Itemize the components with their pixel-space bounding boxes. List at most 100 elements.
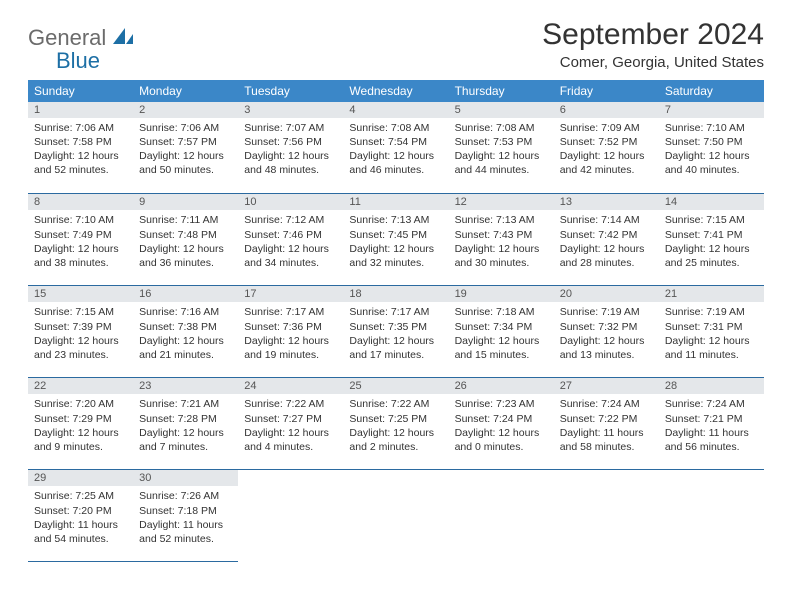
daylight-text: Daylight: 12 hours and 46 minutes.: [349, 149, 442, 177]
sunset-text: Sunset: 7:38 PM: [139, 320, 232, 334]
day-body: Sunrise: 7:17 AMSunset: 7:35 PMDaylight:…: [343, 302, 448, 368]
calendar-cell: [449, 470, 554, 562]
sunrise-text: Sunrise: 7:21 AM: [139, 397, 232, 411]
calendar-week-row: 22Sunrise: 7:20 AMSunset: 7:29 PMDayligh…: [28, 378, 764, 470]
calendar-cell: 28Sunrise: 7:24 AMSunset: 7:21 PMDayligh…: [659, 378, 764, 470]
day-number: 5: [449, 102, 554, 118]
sunrise-text: Sunrise: 7:10 AM: [665, 121, 758, 135]
day-body: Sunrise: 7:15 AMSunset: 7:41 PMDaylight:…: [659, 210, 764, 276]
daylight-text: Daylight: 12 hours and 48 minutes.: [244, 149, 337, 177]
sunset-text: Sunset: 7:56 PM: [244, 135, 337, 149]
sunrise-text: Sunrise: 7:24 AM: [560, 397, 653, 411]
day-number: 24: [238, 378, 343, 394]
sunrise-text: Sunrise: 7:13 AM: [455, 213, 548, 227]
day-body: Sunrise: 7:08 AMSunset: 7:54 PMDaylight:…: [343, 118, 448, 184]
daylight-text: Daylight: 12 hours and 36 minutes.: [139, 242, 232, 270]
daylight-text: Daylight: 12 hours and 40 minutes.: [665, 149, 758, 177]
sunrise-text: Sunrise: 7:08 AM: [455, 121, 548, 135]
calendar-cell: 7Sunrise: 7:10 AMSunset: 7:50 PMDaylight…: [659, 102, 764, 194]
day-body: Sunrise: 7:16 AMSunset: 7:38 PMDaylight:…: [133, 302, 238, 368]
calendar-cell: 27Sunrise: 7:24 AMSunset: 7:22 PMDayligh…: [554, 378, 659, 470]
calendar-cell: 8Sunrise: 7:10 AMSunset: 7:49 PMDaylight…: [28, 194, 133, 286]
day-body: Sunrise: 7:17 AMSunset: 7:36 PMDaylight:…: [238, 302, 343, 368]
day-number: 19: [449, 286, 554, 302]
daylight-text: Daylight: 12 hours and 50 minutes.: [139, 149, 232, 177]
day-number: 1: [28, 102, 133, 118]
day-body: Sunrise: 7:11 AMSunset: 7:48 PMDaylight:…: [133, 210, 238, 276]
daylight-text: Daylight: 12 hours and 28 minutes.: [560, 242, 653, 270]
daylight-text: Daylight: 12 hours and 42 minutes.: [560, 149, 653, 177]
daylight-text: Daylight: 12 hours and 25 minutes.: [665, 242, 758, 270]
day-number: 30: [133, 470, 238, 486]
sunrise-text: Sunrise: 7:06 AM: [34, 121, 127, 135]
day-number: 23: [133, 378, 238, 394]
day-body: Sunrise: 7:21 AMSunset: 7:28 PMDaylight:…: [133, 394, 238, 460]
daylight-text: Daylight: 12 hours and 23 minutes.: [34, 334, 127, 362]
sunset-text: Sunset: 7:41 PM: [665, 228, 758, 242]
daylight-text: Daylight: 12 hours and 4 minutes.: [244, 426, 337, 454]
sunrise-text: Sunrise: 7:25 AM: [34, 489, 127, 503]
sunrise-text: Sunrise: 7:17 AM: [349, 305, 442, 319]
day-number: 11: [343, 194, 448, 210]
day-number: 16: [133, 286, 238, 302]
calendar-cell: 20Sunrise: 7:19 AMSunset: 7:32 PMDayligh…: [554, 286, 659, 378]
calendar-cell: 30Sunrise: 7:26 AMSunset: 7:18 PMDayligh…: [133, 470, 238, 562]
sunrise-text: Sunrise: 7:16 AM: [139, 305, 232, 319]
daylight-text: Daylight: 11 hours and 58 minutes.: [560, 426, 653, 454]
calendar-cell: 22Sunrise: 7:20 AMSunset: 7:29 PMDayligh…: [28, 378, 133, 470]
logo-text-blue: Blue: [56, 51, 135, 72]
daylight-text: Daylight: 12 hours and 44 minutes.: [455, 149, 548, 177]
day-number: 27: [554, 378, 659, 394]
daylight-text: Daylight: 12 hours and 30 minutes.: [455, 242, 548, 270]
day-body: Sunrise: 7:22 AMSunset: 7:25 PMDaylight:…: [343, 394, 448, 460]
calendar-cell: [343, 470, 448, 562]
day-body: Sunrise: 7:25 AMSunset: 7:20 PMDaylight:…: [28, 486, 133, 552]
sunset-text: Sunset: 7:58 PM: [34, 135, 127, 149]
sunset-text: Sunset: 7:31 PM: [665, 320, 758, 334]
day-number: 10: [238, 194, 343, 210]
sunset-text: Sunset: 7:39 PM: [34, 320, 127, 334]
day-body: Sunrise: 7:12 AMSunset: 7:46 PMDaylight:…: [238, 210, 343, 276]
day-number: 7: [659, 102, 764, 118]
day-body: Sunrise: 7:19 AMSunset: 7:31 PMDaylight:…: [659, 302, 764, 368]
weekday-header: Sunday: [28, 80, 133, 102]
day-body: Sunrise: 7:10 AMSunset: 7:50 PMDaylight:…: [659, 118, 764, 184]
daylight-text: Daylight: 12 hours and 21 minutes.: [139, 334, 232, 362]
day-number: 22: [28, 378, 133, 394]
sunset-text: Sunset: 7:45 PM: [349, 228, 442, 242]
sunrise-text: Sunrise: 7:22 AM: [244, 397, 337, 411]
day-number: 17: [238, 286, 343, 302]
daylight-text: Daylight: 12 hours and 15 minutes.: [455, 334, 548, 362]
sunset-text: Sunset: 7:24 PM: [455, 412, 548, 426]
daylight-text: Daylight: 12 hours and 52 minutes.: [34, 149, 127, 177]
calendar-cell: 12Sunrise: 7:13 AMSunset: 7:43 PMDayligh…: [449, 194, 554, 286]
sunset-text: Sunset: 7:48 PM: [139, 228, 232, 242]
day-body: Sunrise: 7:06 AMSunset: 7:58 PMDaylight:…: [28, 118, 133, 184]
weekday-header: Wednesday: [343, 80, 448, 102]
day-body: Sunrise: 7:09 AMSunset: 7:52 PMDaylight:…: [554, 118, 659, 184]
daylight-text: Daylight: 12 hours and 0 minutes.: [455, 426, 548, 454]
daylight-text: Daylight: 12 hours and 9 minutes.: [34, 426, 127, 454]
sunset-text: Sunset: 7:36 PM: [244, 320, 337, 334]
header: General Blue September 2024 Comer, Georg…: [28, 18, 764, 72]
calendar-cell: 5Sunrise: 7:08 AMSunset: 7:53 PMDaylight…: [449, 102, 554, 194]
weekday-header: Thursday: [449, 80, 554, 102]
weekday-header: Friday: [554, 80, 659, 102]
calendar-cell: 1Sunrise: 7:06 AMSunset: 7:58 PMDaylight…: [28, 102, 133, 194]
sunset-text: Sunset: 7:57 PM: [139, 135, 232, 149]
sunset-text: Sunset: 7:32 PM: [560, 320, 653, 334]
sunrise-text: Sunrise: 7:17 AM: [244, 305, 337, 319]
sunrise-text: Sunrise: 7:06 AM: [139, 121, 232, 135]
day-number: 12: [449, 194, 554, 210]
day-body: Sunrise: 7:13 AMSunset: 7:43 PMDaylight:…: [449, 210, 554, 276]
sunrise-text: Sunrise: 7:18 AM: [455, 305, 548, 319]
calendar-cell: 25Sunrise: 7:22 AMSunset: 7:25 PMDayligh…: [343, 378, 448, 470]
sunrise-text: Sunrise: 7:15 AM: [665, 213, 758, 227]
day-number: 28: [659, 378, 764, 394]
location: Comer, Georgia, United States: [542, 54, 764, 71]
day-body: Sunrise: 7:22 AMSunset: 7:27 PMDaylight:…: [238, 394, 343, 460]
day-number: 15: [28, 286, 133, 302]
day-body: Sunrise: 7:24 AMSunset: 7:21 PMDaylight:…: [659, 394, 764, 460]
sunrise-text: Sunrise: 7:13 AM: [349, 213, 442, 227]
sunset-text: Sunset: 7:35 PM: [349, 320, 442, 334]
